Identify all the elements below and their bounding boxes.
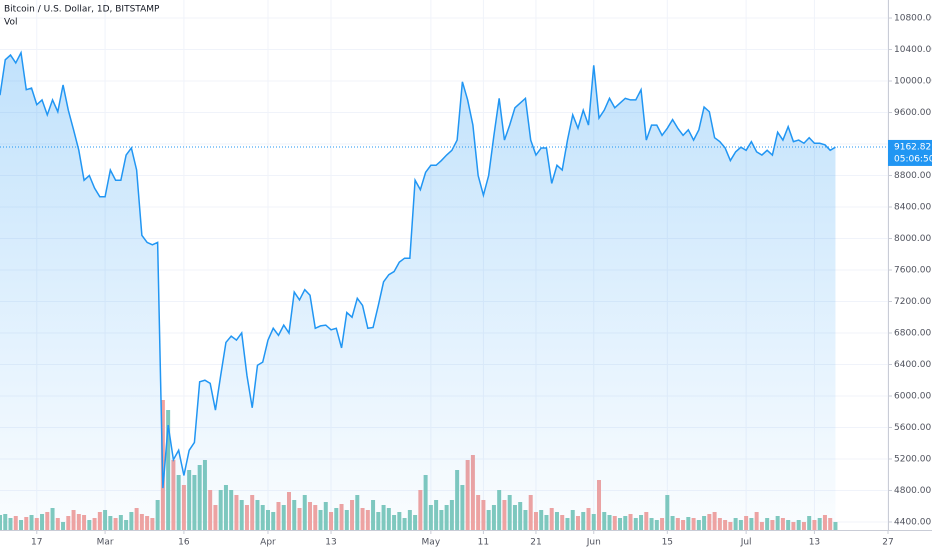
x-tick-label: 15 bbox=[662, 538, 673, 548]
y-tick-label: 6400.00 bbox=[894, 360, 931, 370]
axis: 4400.00 4800.00 5200.00 5600.00 6000.00 6400.… bbox=[31, 14, 932, 548]
y-tick-label: 6800.00 bbox=[894, 328, 931, 338]
y-tick-label: 8800.00 bbox=[894, 171, 931, 181]
price-line bbox=[0, 50, 836, 489]
y-tick-label: 8000.00 bbox=[894, 234, 931, 244]
y-tick-label: 10000.00 bbox=[894, 77, 932, 87]
y-tick-label: 9600.00 bbox=[894, 108, 931, 118]
y-tick-label: 10800.00 bbox=[894, 14, 932, 24]
y-tick-label: 10400.00 bbox=[894, 45, 932, 55]
x-tick-label: 11 bbox=[478, 538, 489, 548]
y-tick-label: 4400.00 bbox=[894, 517, 931, 527]
chart-title: Bitcoin / U.S. Dollar, 1D, BITSTAMP bbox=[4, 5, 160, 15]
y-tick-label: 5600.00 bbox=[894, 423, 931, 433]
x-tick-label: May bbox=[422, 538, 441, 548]
x-tick-label: Mar bbox=[97, 538, 114, 548]
y-tick-label: 7200.00 bbox=[894, 297, 931, 307]
x-tick-label: 21 bbox=[530, 538, 541, 548]
x-tick-label: Apr bbox=[260, 538, 276, 548]
price-area bbox=[0, 52, 836, 531]
last-price-box bbox=[888, 139, 932, 166]
countdown-label: 05:06:50 bbox=[894, 154, 932, 164]
x-tick-label: 27 bbox=[882, 538, 893, 548]
y-tick-label: 8400.00 bbox=[894, 203, 931, 213]
y-tick-label: 4800.00 bbox=[894, 486, 931, 496]
x-tick-label: Jun bbox=[586, 538, 601, 548]
y-tick-label: 6000.00 bbox=[894, 391, 931, 401]
y-tick-label: 7600.00 bbox=[894, 266, 931, 276]
x-tick-label: 16 bbox=[178, 538, 190, 548]
last-price-label: 9162.82 bbox=[894, 142, 931, 152]
x-tick-label: 17 bbox=[31, 538, 42, 548]
x-tick-label: Jul bbox=[740, 538, 752, 548]
y-tick-label: 5200.00 bbox=[894, 454, 931, 464]
x-tick-label: 13 bbox=[809, 538, 820, 548]
x-tick-label: 13 bbox=[325, 538, 336, 548]
plot bbox=[0, 50, 888, 531]
volume-label: Vol bbox=[4, 18, 17, 28]
